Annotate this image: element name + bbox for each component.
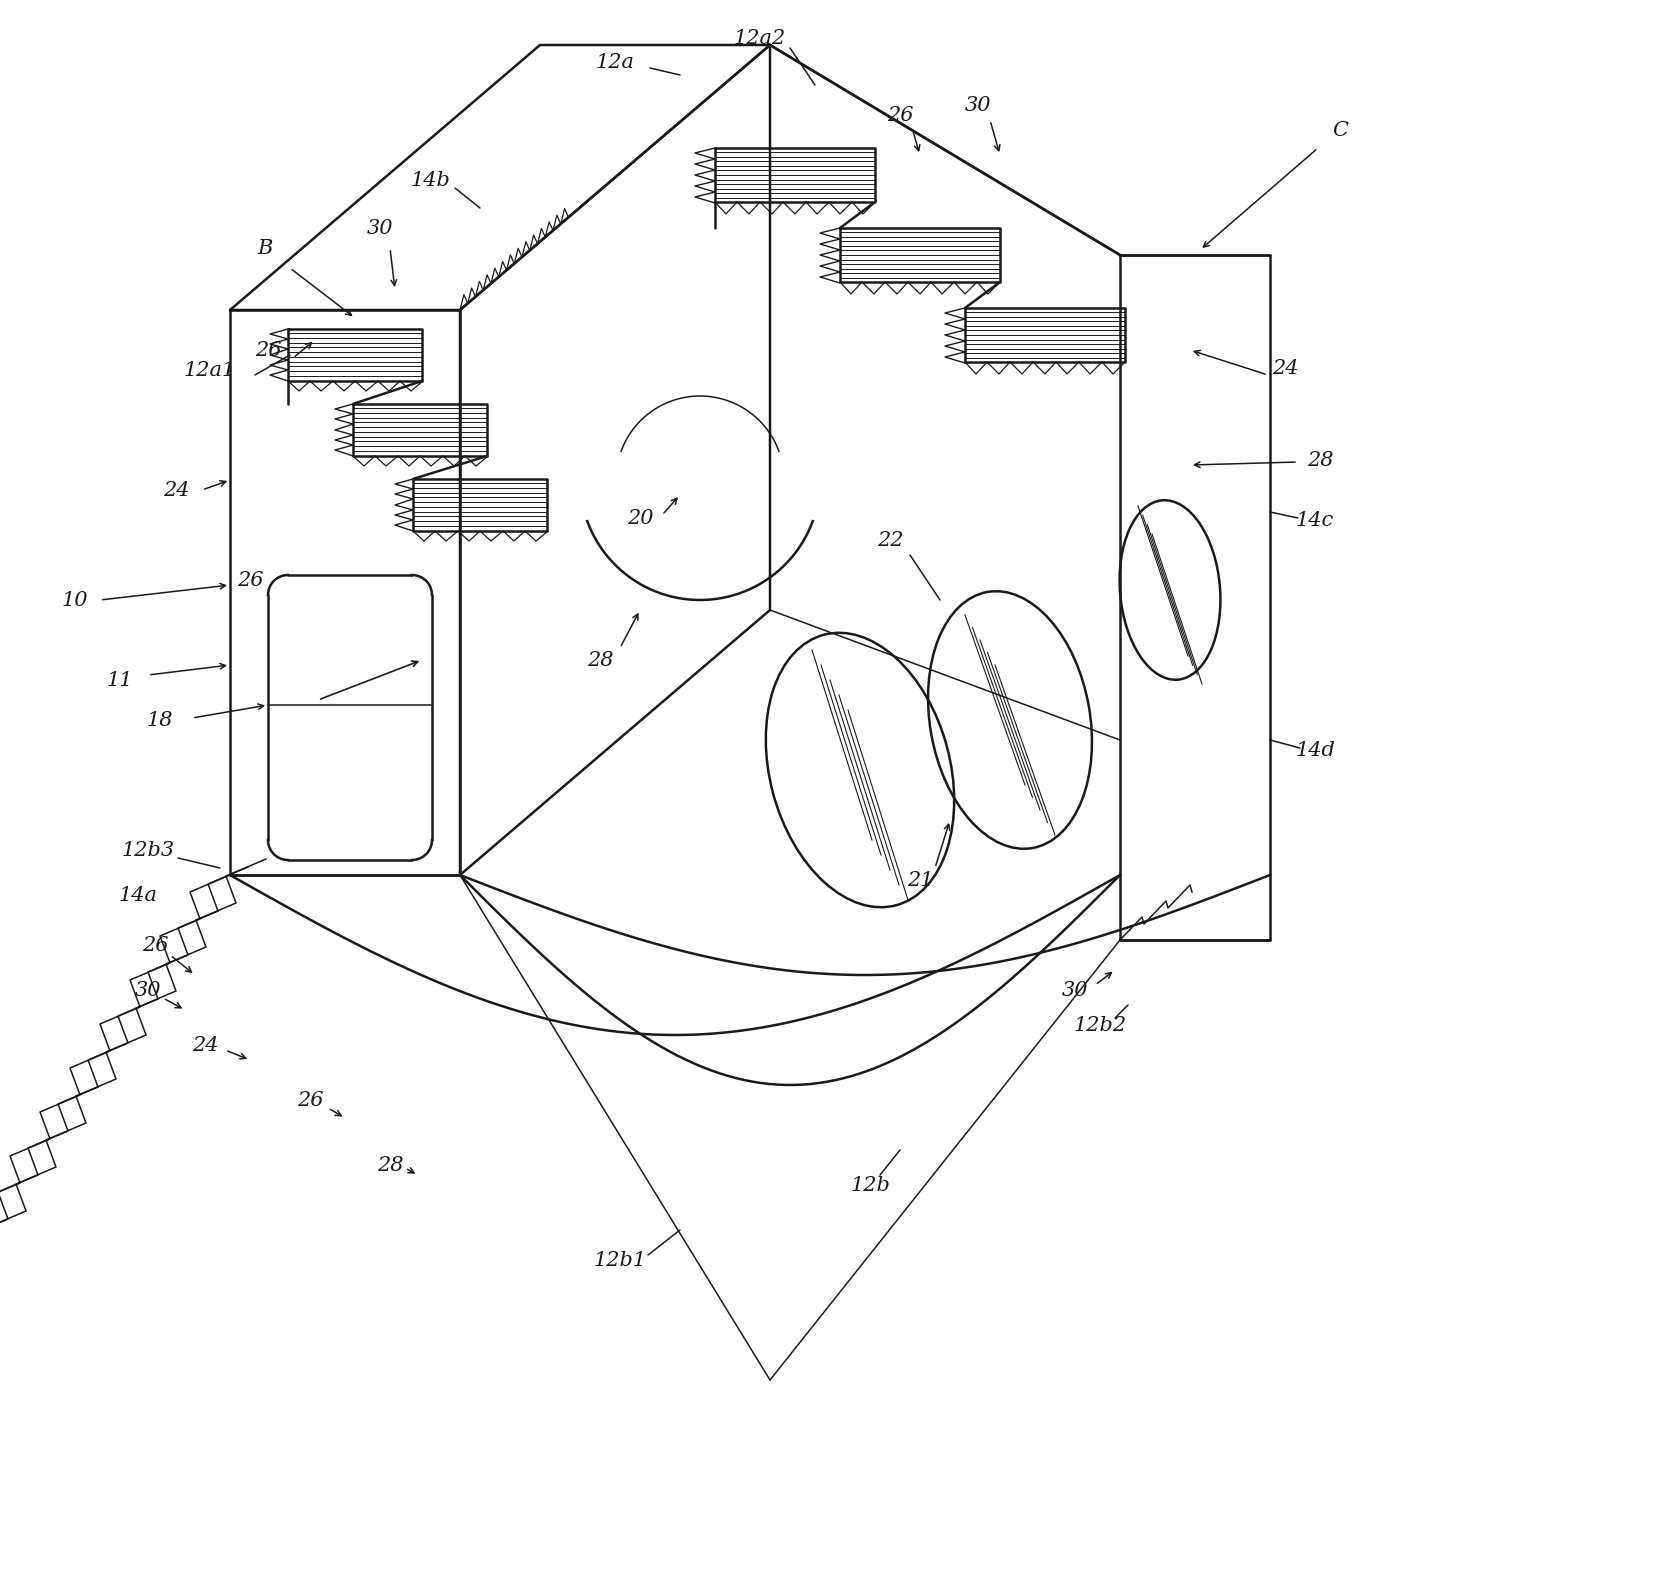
Text: 26: 26	[255, 340, 282, 359]
Text: 26: 26	[886, 106, 913, 125]
Text: 28: 28	[376, 1155, 403, 1174]
Text: 10: 10	[61, 590, 88, 609]
Text: 30: 30	[366, 218, 393, 237]
Text: 26: 26	[297, 1090, 323, 1109]
Text: 11: 11	[106, 671, 133, 690]
Text: 12a: 12a	[595, 52, 635, 71]
Text: 14d: 14d	[1294, 740, 1334, 759]
Text: 24: 24	[162, 481, 189, 500]
Text: 12b2: 12b2	[1072, 1016, 1125, 1035]
Text: 12b3: 12b3	[121, 840, 174, 859]
Text: 18: 18	[147, 710, 172, 729]
Text: 30: 30	[1060, 981, 1087, 1000]
Text: 30: 30	[964, 95, 991, 114]
Text: 26: 26	[237, 571, 263, 590]
Text: C: C	[1331, 120, 1347, 139]
Text: 20: 20	[626, 508, 653, 527]
Text: 12b: 12b	[850, 1175, 890, 1194]
Text: 14b: 14b	[409, 171, 449, 190]
Text: 22: 22	[877, 530, 903, 549]
Text: B: B	[257, 239, 272, 258]
Text: 14c: 14c	[1296, 511, 1334, 530]
Text: 12a2: 12a2	[734, 28, 785, 47]
Text: 24: 24	[192, 1036, 219, 1055]
Text: 30: 30	[134, 981, 161, 1000]
Text: 24: 24	[1271, 359, 1297, 378]
Text: 14a: 14a	[118, 886, 157, 905]
Text: 28: 28	[1306, 451, 1332, 470]
Text: 12a1: 12a1	[184, 361, 235, 380]
Text: 12b1: 12b1	[593, 1250, 646, 1269]
Text: 26: 26	[141, 935, 167, 954]
Text: 21: 21	[906, 870, 933, 889]
Text: 28: 28	[587, 650, 613, 669]
